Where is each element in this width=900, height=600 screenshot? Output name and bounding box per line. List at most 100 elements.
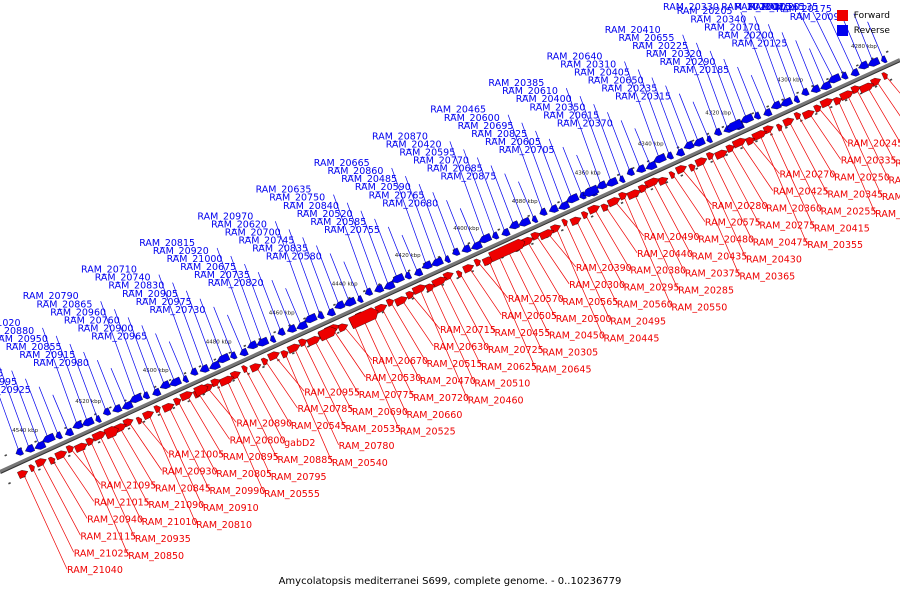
reverse-gene-label: RAM_20730 — [149, 305, 205, 316]
forward-gene-arrow — [385, 298, 395, 307]
scale-tick — [4, 454, 8, 457]
reverse-gene-arrow — [548, 204, 559, 213]
reverse-gene-label: RAM_20315 — [615, 92, 671, 103]
scale-tick — [665, 181, 669, 184]
forward-gene-label: RAM_20355 — [807, 240, 863, 251]
forward-gene-arrow — [54, 450, 68, 461]
scale-tick — [93, 413, 97, 416]
reverse-leader — [158, 274, 196, 376]
reverse-gene-label: RAM_20950 — [0, 334, 48, 345]
reverse-gene-arrow — [605, 176, 619, 187]
scale-tick — [172, 406, 176, 410]
reverse-leader — [401, 234, 419, 274]
forward-gene-label: RAM_20430 — [746, 254, 802, 265]
reverse-gene-arrow — [461, 244, 472, 253]
reverse-gene-label: RAM_20350 — [529, 102, 585, 113]
reverse-leader — [360, 210, 390, 287]
forward-leader — [739, 141, 774, 191]
forward-leader — [506, 248, 550, 335]
reverse-gene-arrow — [770, 100, 782, 110]
scale-tick-label: 4360 kbp — [575, 170, 601, 176]
forward-gene-label: RAM_20715 — [440, 325, 496, 336]
forward-leader — [264, 359, 298, 409]
reverse-leader — [114, 309, 147, 398]
reverse-gene-label: RAM_20925 — [0, 385, 31, 396]
forward-leader — [535, 235, 570, 285]
forward-leader — [429, 284, 475, 383]
forward-gene-label: RAM_20445 — [604, 333, 660, 344]
scale-tick-label: 4420 kbp — [395, 253, 421, 259]
reverse-gene-arrow — [102, 407, 112, 416]
reverse-gene-label: RAM_20745 — [238, 235, 294, 246]
legend-reverse: Reverse — [836, 23, 890, 38]
scale-tick — [142, 420, 146, 423]
reverse-leader — [244, 263, 273, 340]
reverse-leader — [110, 368, 128, 407]
reverse-leader — [459, 208, 477, 247]
forward-gene-label: RAM_20565 — [562, 297, 618, 308]
forward-leader — [167, 403, 210, 491]
reverse-gene-label: RAM_20590 — [355, 182, 411, 193]
reverse-leader — [346, 202, 380, 291]
forward-gene-label: RAM_21005 — [168, 449, 224, 460]
reverse-gene-arrow — [334, 300, 346, 310]
forward-leader — [41, 461, 81, 536]
forward-gene-arrow — [714, 149, 728, 160]
reverse-leader — [172, 282, 205, 371]
reverse-gene-label: RAM_20520 — [297, 209, 353, 220]
reverse-gene-arrow — [714, 127, 723, 136]
reverse-gene-arrow — [25, 443, 36, 453]
forward-leader — [477, 261, 509, 299]
forward-leader — [594, 208, 631, 270]
reverse-gene-label: RAM_20165 — [749, 2, 805, 13]
forward-gene-label: RAM_20555 — [264, 489, 320, 500]
scale-tick — [291, 352, 295, 355]
reverse-leader — [257, 271, 283, 336]
forward-gene-arrow — [473, 258, 481, 267]
scale-tick-label: 4400 kbp — [453, 226, 479, 232]
forward-gene-arrow — [858, 82, 875, 94]
reverse-gene-label: RAM_20170 — [704, 22, 760, 33]
reverse-gene-arrow — [726, 118, 744, 132]
reverse-gene-labels: RAM_20090RAM_20175RAM_20135RAM_20165RAM_… — [0, 2, 846, 396]
reverse-leader — [607, 112, 632, 176]
scale-tick — [157, 413, 161, 417]
forward-leader — [865, 84, 900, 143]
legend-forward-label: Forward — [853, 10, 890, 21]
reverse-gene-label: RAM_20125 — [731, 38, 787, 49]
reverse-leader — [405, 175, 438, 265]
forward-gene-label: RAM_21010 — [142, 517, 198, 528]
forward-gene-arrow — [881, 72, 888, 80]
forward-gene-label: RAM_20530 — [365, 373, 421, 384]
reverse-gene-label: RAM_20595 — [399, 147, 455, 158]
reverse-gene-arrow — [579, 191, 587, 200]
reverse-leader — [754, 16, 787, 105]
reverse-gene-arrow — [209, 360, 221, 370]
scale-tick-label: 4480 kbp — [206, 339, 232, 345]
forward-gene-arrow — [606, 197, 621, 208]
reverse-leader — [767, 24, 797, 100]
legend-reverse-label: Reverse — [853, 25, 890, 36]
reverse-gene-arrow — [129, 392, 144, 403]
forward-leader — [584, 213, 624, 287]
forward-gene-label: RAM_21115 — [80, 531, 136, 542]
forward-leader — [99, 435, 142, 522]
reverse-gene-label: RAM_20985 — [0, 369, 3, 380]
reverse-gene-label: RAM_20855 — [6, 342, 62, 353]
reverse-gene-label: RAM_20705 — [499, 145, 555, 156]
reverse-leader — [69, 343, 99, 420]
reverse-leader — [343, 261, 361, 300]
scale-tick — [590, 215, 594, 218]
forward-leader — [50, 457, 88, 519]
forward-gene-arrow — [424, 283, 435, 293]
forward-leader — [545, 230, 577, 268]
forward-gene-arrow — [241, 365, 248, 374]
reverse-leader — [185, 290, 215, 367]
scale-tick — [530, 242, 534, 246]
scale-tick — [755, 140, 758, 143]
reverse-gene-label: RAM_20385 — [488, 78, 544, 89]
scale-tick — [616, 173, 620, 177]
reverse-leader — [446, 200, 467, 251]
reverse-leader — [518, 181, 535, 220]
reverse-leader — [271, 280, 293, 331]
